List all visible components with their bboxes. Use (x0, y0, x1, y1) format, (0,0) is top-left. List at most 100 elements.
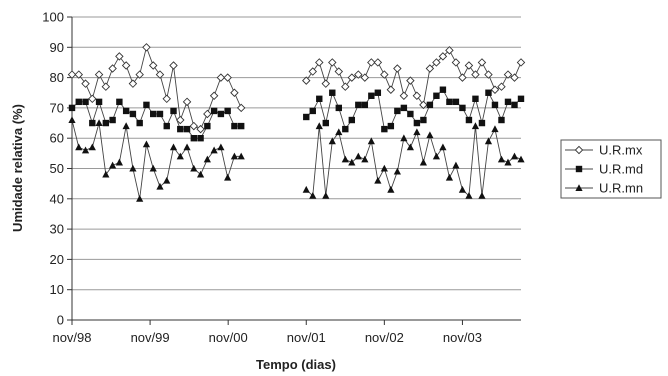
data-point (517, 155, 525, 163)
data-point (373, 58, 383, 67)
data-point (446, 98, 453, 106)
data-point (341, 82, 350, 91)
data-point (150, 110, 157, 118)
data-point (122, 122, 130, 130)
data-point (477, 58, 487, 67)
legend-marker (575, 165, 583, 173)
data-point (438, 52, 448, 61)
data-point (432, 152, 441, 160)
y-tick-labels: 0 10 20 30 40 50 60 70 80 90 100 (42, 10, 64, 328)
data-point (224, 107, 231, 115)
y-tick-label: 40 (50, 191, 64, 206)
data-point (302, 76, 311, 85)
data-point (183, 143, 191, 151)
data-point (504, 158, 512, 166)
data-point (308, 67, 318, 76)
y-tick-label: 100 (42, 10, 64, 25)
data-point (355, 101, 362, 109)
series-line (305, 49, 522, 106)
data-point (88, 94, 97, 104)
data-point (471, 122, 480, 130)
data-point (169, 143, 178, 151)
x-axis-label: Tempo (dias) (256, 357, 336, 372)
data-point (354, 70, 363, 79)
legend-marker (574, 145, 584, 155)
data-point (348, 116, 356, 124)
data-point (121, 61, 131, 70)
data-point (148, 61, 158, 70)
data-point (328, 58, 337, 67)
data-point (342, 125, 349, 133)
data-point (68, 116, 76, 124)
data-point (189, 121, 199, 131)
y-tick-label: 90 (50, 40, 64, 55)
data-point (88, 143, 96, 151)
data-point (464, 61, 474, 70)
data-point (485, 89, 492, 96)
x-tick-label: nov/03 (443, 330, 482, 345)
data-point (393, 64, 402, 73)
data-point (116, 98, 123, 106)
y-tick-label: 10 (50, 282, 64, 297)
data-point (465, 191, 473, 199)
data-point (109, 116, 116, 124)
data-point (315, 58, 324, 67)
data-point (149, 164, 157, 172)
data-point (490, 85, 500, 94)
data-point (190, 135, 198, 142)
x-tick-label: nov/00 (209, 330, 248, 345)
data-point (393, 167, 401, 175)
data-point (419, 100, 428, 110)
data-point (169, 61, 178, 70)
data-point (224, 173, 232, 181)
x-tick-label: nov/99 (131, 330, 170, 345)
data-point (445, 46, 454, 55)
data-point (491, 125, 499, 133)
data-point (190, 164, 198, 172)
data-point (510, 73, 519, 82)
data-point (303, 113, 310, 121)
data-point (497, 155, 506, 163)
data-point (380, 70, 389, 79)
data-point (348, 158, 356, 166)
data-point (452, 161, 460, 169)
data-point (102, 119, 110, 127)
data-point (335, 128, 343, 136)
series-line (71, 100, 242, 139)
data-point (471, 70, 480, 79)
data-point (510, 152, 519, 160)
data-point (217, 110, 225, 118)
data-point (95, 98, 103, 106)
data-point (328, 137, 336, 145)
data-point (381, 125, 388, 133)
data-point (478, 119, 486, 127)
series-line (72, 45, 242, 130)
data-point (74, 70, 84, 79)
data-point (439, 143, 447, 151)
data-point (516, 58, 526, 67)
data-point (380, 164, 388, 172)
data-point (361, 155, 369, 163)
data-point (334, 67, 344, 76)
data-point (176, 152, 184, 160)
data-point (367, 58, 376, 67)
series-line (305, 88, 522, 131)
data-point (445, 173, 454, 181)
data-point (122, 107, 130, 115)
data-point (451, 58, 461, 67)
data-point (128, 79, 138, 88)
data-point (433, 92, 440, 99)
data-point (425, 64, 435, 73)
data-point (142, 43, 151, 52)
series-line (305, 126, 522, 197)
data-point (204, 122, 211, 130)
data-point (465, 116, 473, 124)
data-point (504, 98, 512, 106)
y-tick-label: 30 (50, 222, 64, 237)
data-point (368, 92, 375, 99)
data-point (230, 152, 239, 160)
legend-entry: U.R.mn (599, 181, 643, 196)
data-point (176, 115, 185, 125)
data-point (115, 158, 123, 166)
